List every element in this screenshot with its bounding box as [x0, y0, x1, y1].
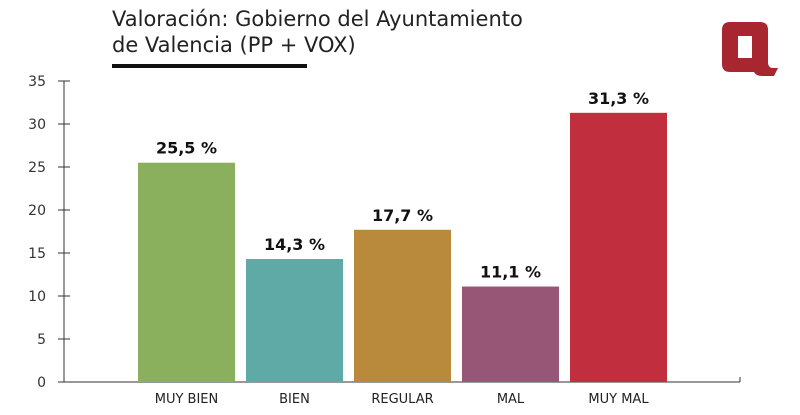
- chart-title-line-1: Valoración: Gobierno del Ayuntamiento: [112, 7, 523, 31]
- y-tick-label: 5: [37, 332, 46, 348]
- title-underline: [112, 64, 307, 68]
- x-tick-label: MAL: [497, 392, 525, 407]
- x-tick-label: BIEN: [279, 392, 310, 407]
- y-tick-label: 20: [28, 203, 46, 219]
- x-tick-label: REGULAR: [371, 392, 433, 407]
- y-tick-label: 0: [37, 375, 46, 391]
- bar-value-label: 17,7 %: [372, 206, 433, 225]
- bar-value-label: 14,3 %: [264, 235, 325, 254]
- y-tick-label: 25: [28, 160, 46, 176]
- bar: [570, 112, 667, 382]
- q-logo-shape: [722, 22, 778, 76]
- chart-title-line-2: de Valencia (PP + VOX): [112, 33, 356, 57]
- bar-value-label: 25,5 %: [156, 139, 217, 158]
- bar: [354, 229, 451, 382]
- bar: [246, 259, 343, 382]
- y-tick-label: 30: [28, 117, 46, 133]
- bar-value-label: 11,1 %: [480, 263, 541, 282]
- bar: [462, 286, 559, 382]
- y-tick-label: 15: [28, 246, 46, 262]
- y-tick-label: 35: [28, 74, 46, 90]
- x-tick-label: MUY BIEN: [155, 392, 219, 407]
- y-tick-label: 10: [28, 289, 46, 305]
- bar: [138, 162, 235, 382]
- q-logo-icon: [722, 22, 778, 76]
- x-tick-label: MUY MAL: [588, 392, 649, 407]
- bar-value-label: 31,3 %: [588, 89, 649, 108]
- chart-title: Valoración: Gobierno del Ayuntamiento de…: [112, 6, 523, 58]
